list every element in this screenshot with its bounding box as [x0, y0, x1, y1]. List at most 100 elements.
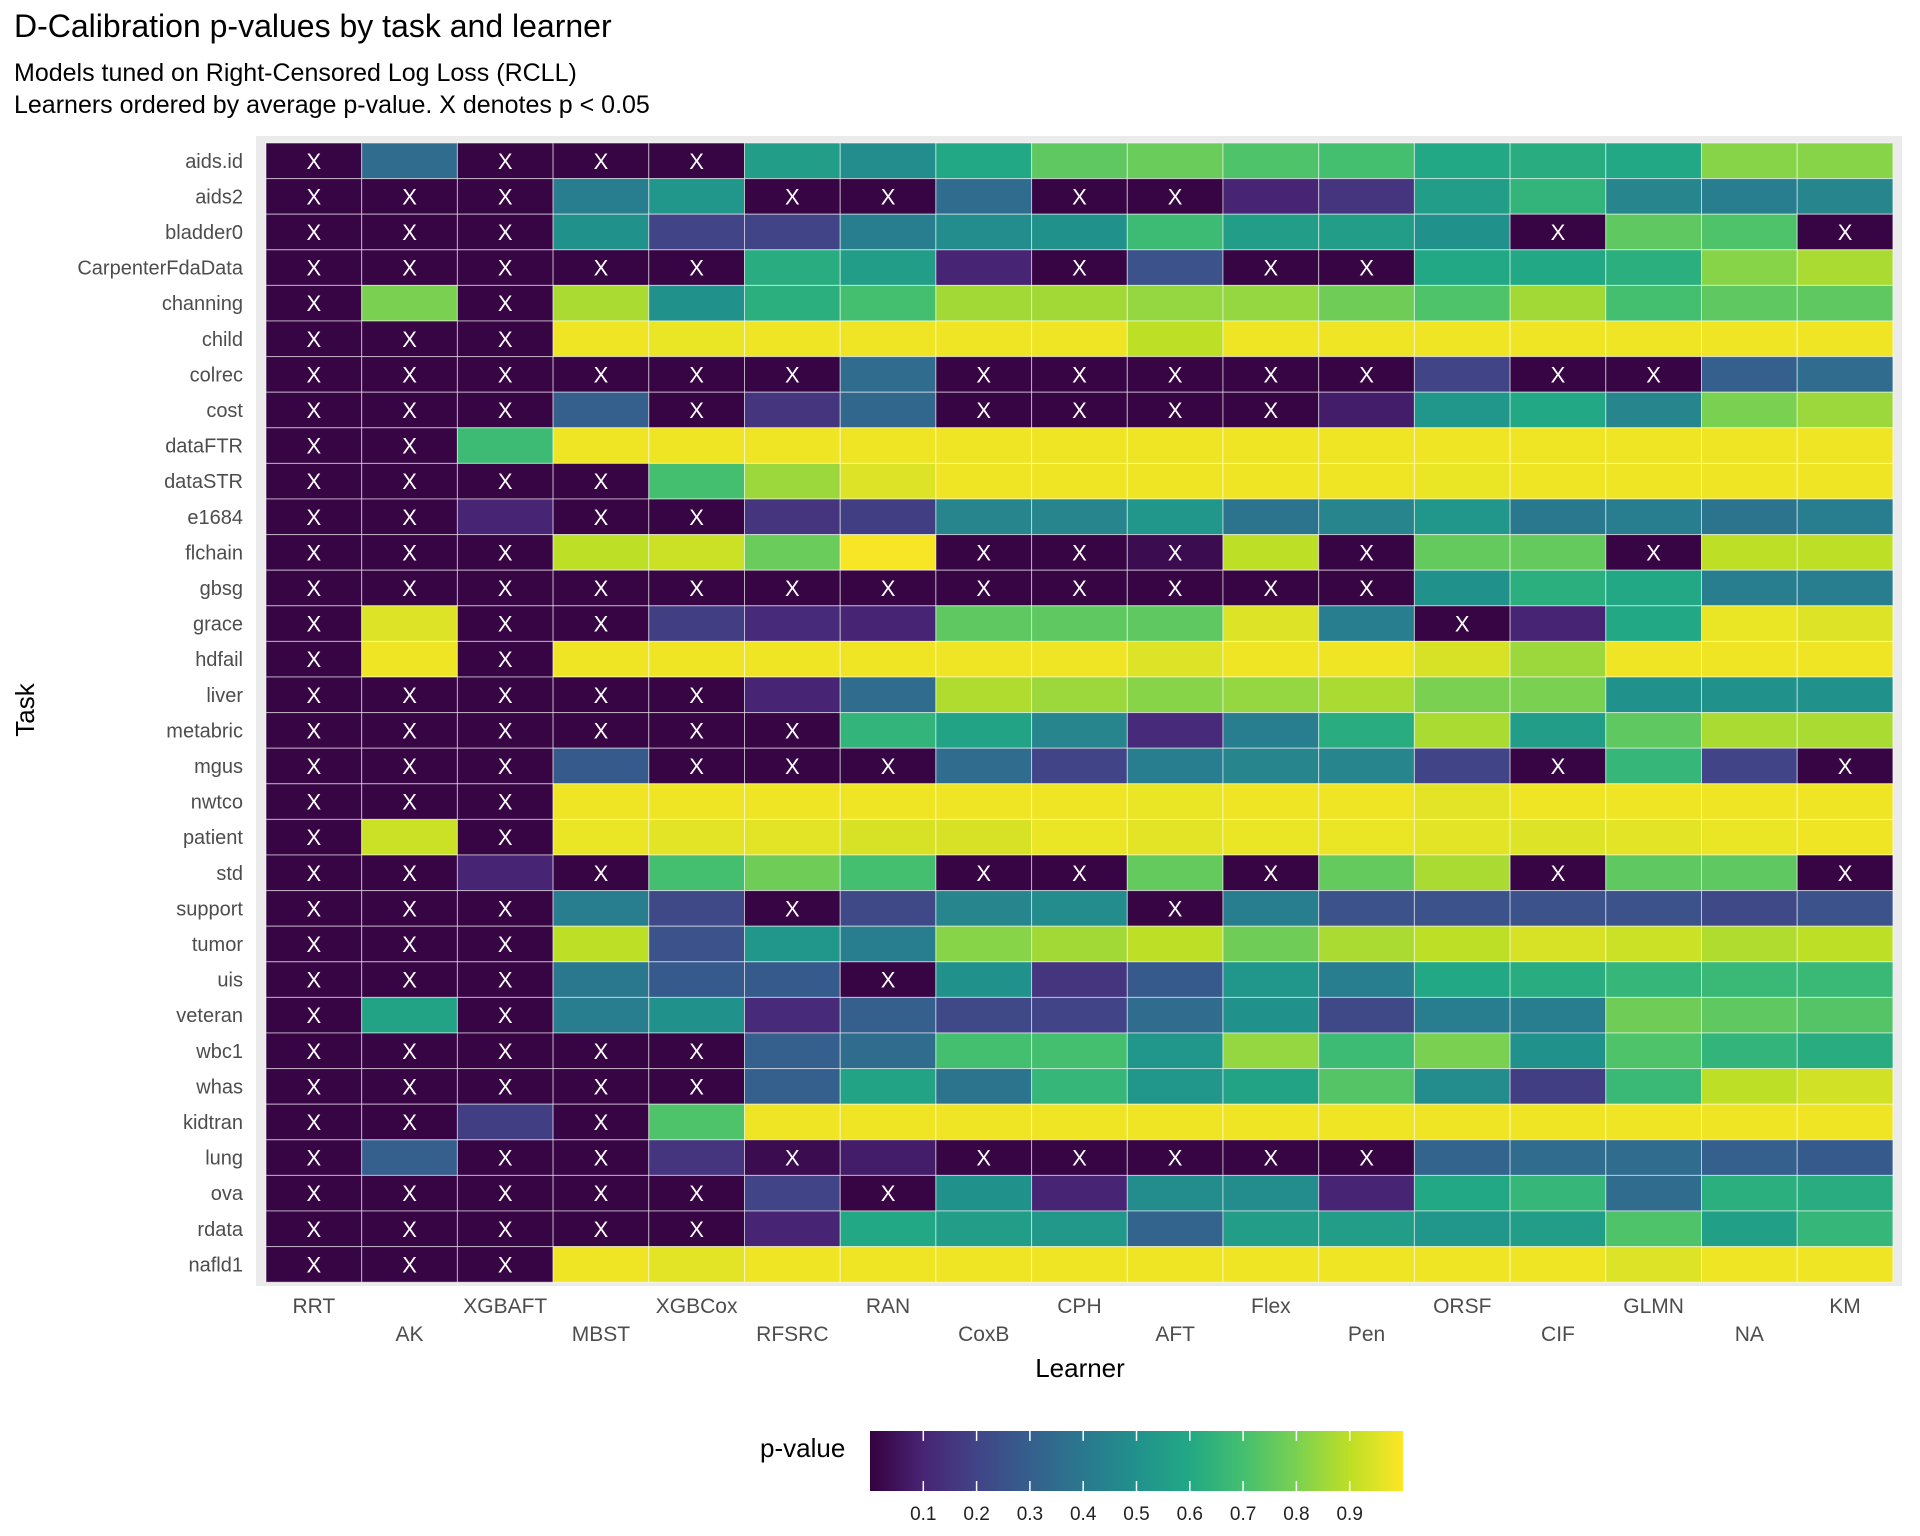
heatmap-cell — [1413, 178, 1511, 215]
heatmap-cell — [744, 1139, 841, 1176]
heatmap-cell — [744, 925, 841, 963]
heatmap-cell — [935, 427, 1033, 464]
significance-marker: X — [307, 683, 322, 708]
significance-marker: X — [307, 398, 322, 423]
x-axis-title: Learner — [1035, 1353, 1125, 1383]
heatmap-cell — [1126, 534, 1224, 571]
heatmap-cell — [265, 1068, 363, 1105]
heatmap-cell — [1605, 854, 1703, 892]
significance-marker: X — [307, 896, 322, 921]
heatmap-cell — [456, 996, 554, 1034]
heatmap-cell — [1509, 249, 1607, 286]
heatmap-cell — [1222, 534, 1320, 571]
significance-marker: X — [307, 825, 322, 850]
heatmap-cell — [839, 1032, 937, 1070]
significance-marker: X — [307, 1110, 322, 1135]
heatmap-cell — [839, 640, 937, 678]
significance-marker: X — [402, 184, 417, 209]
heatmap-cell — [1701, 961, 1798, 998]
heatmap-cell — [839, 534, 937, 571]
heatmap-cell — [935, 534, 1033, 571]
heatmap-cell — [1222, 747, 1320, 785]
heatmap-cell — [1605, 178, 1703, 215]
significance-marker: X — [594, 1110, 609, 1135]
heatmap-cell — [839, 213, 937, 251]
heatmap-cell — [1605, 996, 1703, 1034]
significance-marker: X — [1264, 256, 1279, 281]
heatmap-cell — [1318, 996, 1415, 1034]
significance-marker: X — [498, 327, 513, 352]
heatmap-cell — [1031, 890, 1128, 927]
heatmap-cell — [1126, 356, 1224, 393]
significance-marker: X — [1168, 896, 1183, 921]
heatmap-cell — [935, 320, 1033, 358]
significance-marker: X — [1168, 362, 1183, 387]
heatmap-cell — [265, 1103, 363, 1141]
significance-marker: X — [307, 291, 322, 316]
legend-title: p-value — [760, 1433, 845, 1463]
heatmap-cell — [361, 640, 458, 678]
significance-marker: X — [402, 1110, 417, 1135]
heatmap-cell — [839, 996, 937, 1034]
heatmap-cell — [1222, 854, 1320, 892]
heatmap-cell — [1031, 284, 1128, 322]
heatmap-cell — [1796, 783, 1894, 820]
heatmap-cell — [1509, 605, 1607, 642]
heatmap-cell — [1318, 1246, 1415, 1283]
heatmap-cell — [744, 427, 841, 464]
heatmap-cell — [1222, 925, 1320, 963]
heatmap-cell — [1701, 1032, 1798, 1070]
heatmap-cell — [552, 854, 650, 892]
y-tick-label: whas — [195, 1076, 243, 1098]
significance-marker: X — [498, 825, 513, 850]
heatmap-cell — [552, 818, 650, 856]
heatmap-cell — [935, 854, 1033, 892]
heatmap-cell — [456, 925, 554, 963]
heatmap-cell — [1126, 1139, 1224, 1176]
heatmap-cell — [648, 925, 745, 963]
significance-marker: X — [307, 1252, 322, 1277]
significance-marker: X — [307, 612, 322, 637]
heatmap-cell — [1701, 320, 1798, 358]
significance-marker: X — [689, 1217, 704, 1242]
x-tick-label: CIF — [1541, 1323, 1575, 1346]
heatmap-cell — [1796, 427, 1894, 464]
heatmap-cell — [1031, 1068, 1128, 1105]
heatmap-cell — [552, 569, 650, 607]
heatmap-cell — [552, 1032, 650, 1070]
heatmap-cell — [648, 605, 745, 642]
heatmap-cell — [1126, 640, 1224, 678]
significance-marker: X — [402, 896, 417, 921]
heatmap-cell — [1509, 284, 1607, 322]
heatmap-cell — [1796, 712, 1894, 749]
heatmap-cell — [1031, 142, 1128, 180]
heatmap-cell — [1413, 640, 1511, 678]
heatmap-cell — [1605, 712, 1703, 749]
y-tick-label: bladder0 — [165, 222, 243, 244]
heatmap-cell — [839, 1139, 937, 1176]
heatmap-cell — [1031, 1032, 1128, 1070]
heatmap-cell — [456, 462, 554, 500]
heatmap-cell — [1509, 783, 1607, 820]
heatmap-cell — [744, 1032, 841, 1070]
x-tick-label: ORSF — [1433, 1295, 1491, 1318]
significance-marker: X — [1168, 398, 1183, 423]
heatmap-cell — [1126, 427, 1224, 464]
heatmap-cell — [361, 712, 458, 749]
heatmap-cell — [265, 1210, 363, 1248]
heatmap-cell — [456, 1068, 554, 1105]
heatmap-cell — [361, 1246, 458, 1283]
heatmap-cell — [1701, 284, 1798, 322]
significance-marker: X — [881, 576, 896, 601]
heatmap-cell — [1796, 249, 1894, 286]
heatmap-cell — [265, 462, 363, 500]
heatmap-cell — [1796, 534, 1894, 571]
heatmap-cell — [744, 1103, 841, 1141]
significance-marker: X — [594, 576, 609, 601]
heatmap-cell — [1796, 1103, 1894, 1141]
heatmap-cell — [1509, 925, 1607, 963]
heatmap-cell — [1222, 605, 1320, 642]
x-tick-label: XGBAFT — [463, 1295, 547, 1318]
significance-marker: X — [498, 1252, 513, 1277]
heatmap-cell — [1031, 320, 1128, 358]
